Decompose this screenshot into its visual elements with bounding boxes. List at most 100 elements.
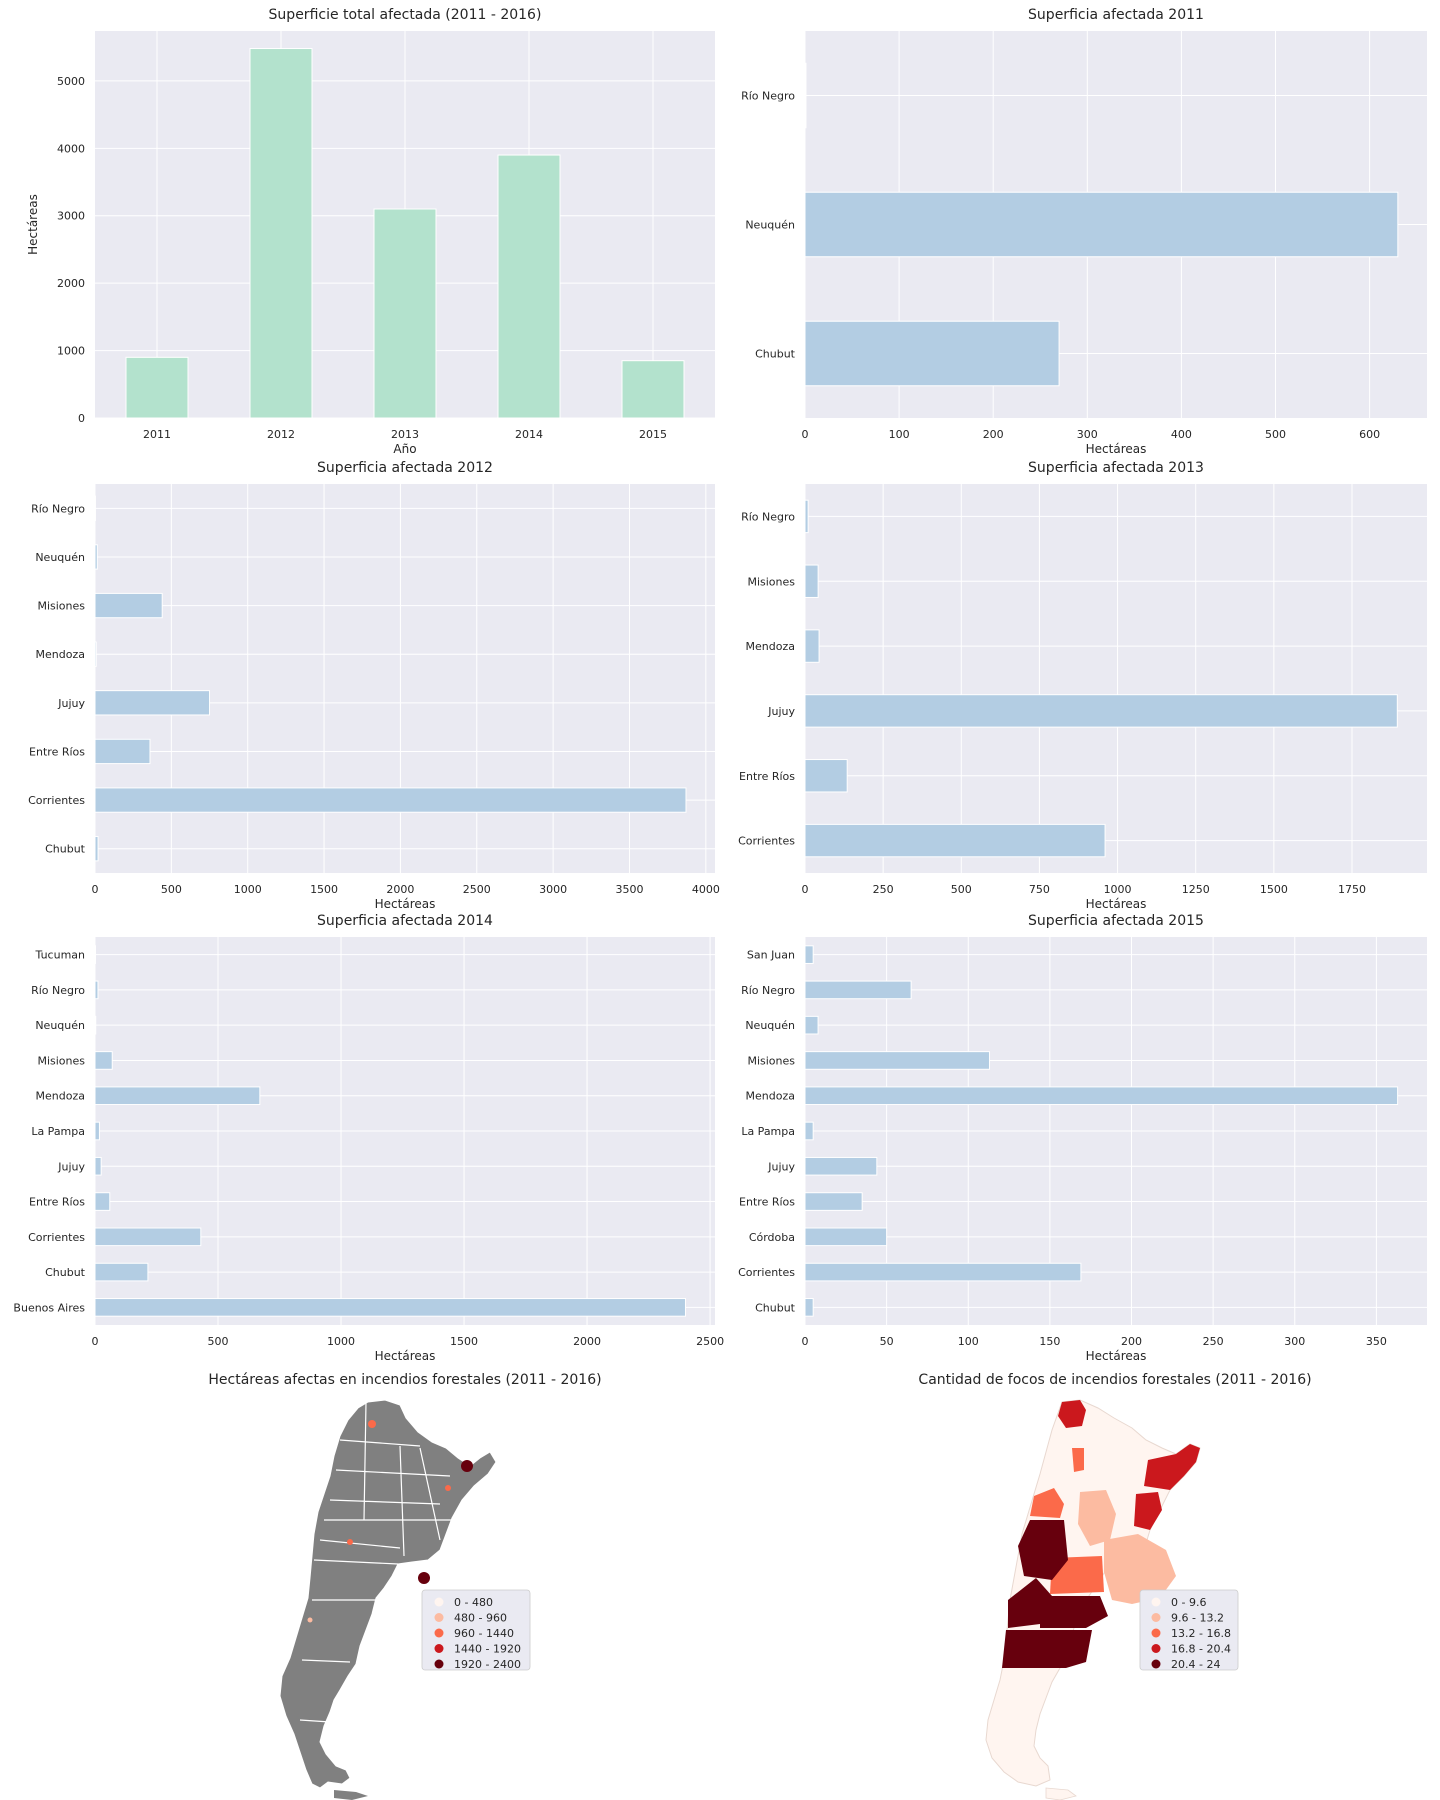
- bar-neuquén: [94, 544, 98, 570]
- y-tick-label: Neuquén: [745, 1019, 795, 1032]
- x-tick-label: 400: [1171, 428, 1192, 441]
- argentina-silhouette-grey: [279, 1399, 497, 1789]
- x-axis-label: Hectáreas: [1086, 1349, 1147, 1363]
- chart-total: Superficie total afectada (2011 - 2016) 0…: [26, 7, 715, 456]
- y-tick-label: La Pampa: [741, 1125, 795, 1138]
- x-tick-label: 250: [873, 883, 894, 896]
- legend-label: 960 - 1440: [454, 1627, 514, 1640]
- bar-mendoza: [94, 1086, 261, 1106]
- bar-entre-ríos: [94, 1192, 111, 1211]
- x-tick-label: 50: [880, 1335, 894, 1348]
- region-entre-rios: [1134, 1492, 1162, 1530]
- y-tick-label: Corrientes: [738, 835, 795, 848]
- x-tick-label: 300: [1284, 1335, 1305, 1348]
- y-tick-label: Entre Ríos: [29, 745, 85, 758]
- y-axis-label: Hectáreas: [26, 194, 40, 255]
- y-tick-label: Río Negro: [741, 510, 795, 523]
- x-axis-label: Hectáreas: [1086, 897, 1147, 911]
- y-tick-label: 0: [78, 412, 85, 425]
- y-tick-label: Jujuy: [57, 1160, 85, 1173]
- x-axis-label: Año: [393, 442, 416, 456]
- x-tick-label: 100: [958, 1335, 979, 1348]
- bar-mendoza: [804, 629, 820, 663]
- x-tick-label: 0: [802, 428, 809, 441]
- x-tick-label: 100: [889, 428, 910, 441]
- chart-y2013: Superficia afectada 2013 0 250 500 750 1000 12…: [738, 460, 1427, 911]
- y-tick-label: 3000: [57, 210, 85, 223]
- bar-2014: [497, 154, 561, 419]
- x-tick-label: 2014: [515, 428, 543, 441]
- legend-label: 16.8 - 20.4: [1171, 1643, 1231, 1656]
- legend-marker: [1151, 1644, 1161, 1653]
- bar-neuquén: [94, 1015, 97, 1035]
- bar-neuquén: [804, 191, 1399, 258]
- y-tick-label: Jujuy: [57, 697, 85, 710]
- y-tick-label: Misiones: [747, 575, 795, 588]
- legend-marker: [434, 1659, 444, 1669]
- x-tick-label: 1000: [234, 883, 262, 896]
- y-tick-label: Mendoza: [36, 1090, 85, 1103]
- map-focos: Cantidad de focos de incendios forestale…: [918, 1372, 1312, 1800]
- region-catamarca: [1072, 1448, 1084, 1472]
- bar-2011: [125, 356, 189, 419]
- bar-chubut: [804, 320, 1060, 387]
- y-tick-label: Neuquén: [35, 551, 85, 564]
- region-misiones: [1144, 1444, 1200, 1490]
- chart-y2012: Superficia afectada 2012 0 500 1000 1500 2000…: [28, 460, 720, 911]
- chart-title: Superficia afectada 2012: [317, 460, 493, 476]
- y-tick-label: Corrientes: [28, 1231, 85, 1244]
- chart-title: Superficia afectada 2014: [317, 913, 493, 929]
- x-tick-label: 3000: [539, 883, 567, 896]
- y-tick-label: Corrientes: [28, 794, 85, 807]
- bar-córdoba: [804, 1227, 888, 1247]
- region-cordoba: [1078, 1490, 1116, 1546]
- chart-title: Superficia afectada 2015: [1028, 913, 1204, 929]
- bar-chubut: [804, 1298, 814, 1317]
- x-tick-label: 0: [92, 883, 99, 896]
- bar-2013: [373, 208, 437, 419]
- y-tick-label: Río Negro: [31, 502, 85, 515]
- bar-misiones: [804, 1051, 990, 1070]
- legend-items: 0 - 480 480 - 960 960 - 1440 1440 - 1920 192…: [434, 1596, 521, 1671]
- legend-label: 13.2 - 16.8: [1171, 1627, 1231, 1640]
- bar-neuquén: [804, 1015, 819, 1035]
- x-tick-label: 200: [983, 428, 1004, 441]
- y-tick-label: San Juan: [747, 949, 795, 962]
- x-tick-label: 2011: [143, 428, 171, 441]
- x-tick-label: 1500: [310, 883, 338, 896]
- focus-point-dark: [418, 1572, 430, 1584]
- x-tick-label: 2015: [639, 428, 667, 441]
- legend-label: 0 - 480: [454, 1596, 493, 1609]
- legend-marker: [434, 1628, 444, 1638]
- legend-label: 1440 - 1920: [454, 1643, 521, 1656]
- chart-y2014: Superficia afectada 2014 0 500 1000 1500 2000…: [13, 913, 724, 1363]
- region-chubut: [1002, 1630, 1092, 1668]
- y-tick-label: 2000: [57, 277, 85, 290]
- bar-corrientes: [94, 787, 687, 813]
- y-tick-label: Jujuy: [767, 705, 795, 718]
- bar-jujuy: [94, 690, 211, 716]
- x-tick-label: 500: [1265, 428, 1286, 441]
- bar-jujuy: [94, 1156, 102, 1176]
- x-tick-label: 2012: [267, 428, 295, 441]
- bar-entre-ríos: [94, 738, 151, 765]
- tierra-del-fuego-grey: [334, 1790, 368, 1800]
- y-tick-label: Buenos Aires: [13, 1301, 85, 1314]
- bar-jujuy: [804, 1156, 878, 1176]
- legend-label: 20.4 - 24: [1171, 1658, 1220, 1671]
- y-tick-label: Entre Ríos: [739, 1196, 795, 1209]
- x-tick-label: 750: [1029, 883, 1050, 896]
- x-tick-label: 1000: [327, 1335, 355, 1348]
- y-tick-label: Tucuman: [35, 949, 85, 962]
- x-tick-label: 150: [1039, 1335, 1060, 1348]
- y-tick-label: Misiones: [37, 1054, 85, 1067]
- argentina-map-choropleth: [985, 1399, 1201, 1800]
- region-mendoza: [1018, 1520, 1068, 1580]
- y-tick-label: Río Negro: [741, 984, 795, 997]
- x-tick-label: 1750: [1338, 883, 1366, 896]
- legend-items: 0 - 9.6 9.6 - 13.2 13.2 - 16.8 16.8 - 20.4 2…: [1151, 1596, 1231, 1671]
- y-tick-label: Mendoza: [36, 648, 85, 661]
- bar-río-negro: [804, 980, 912, 1000]
- legend-marker: [1151, 1597, 1161, 1607]
- map-focos-title: Cantidad de focos de incendios forestale…: [918, 1372, 1311, 1388]
